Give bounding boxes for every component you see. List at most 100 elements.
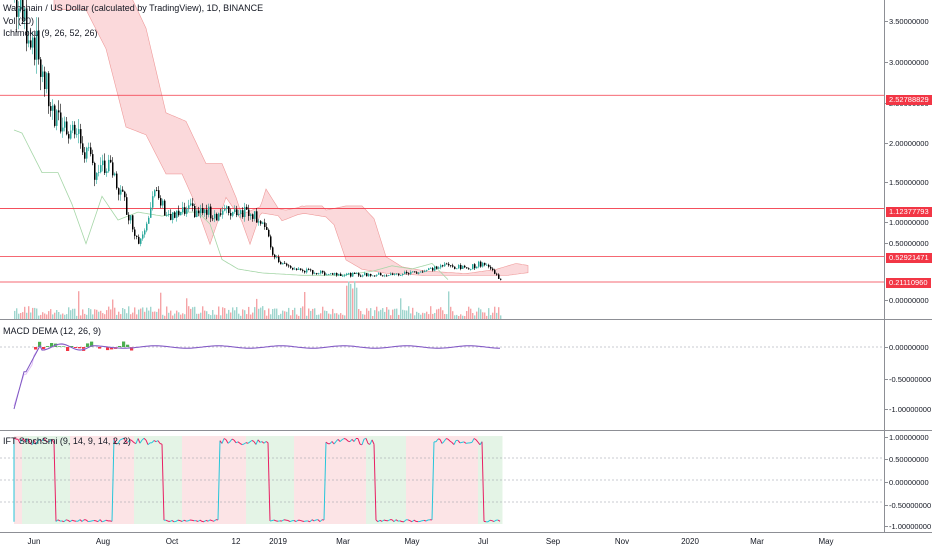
price-plot[interactable]: Wanchain / US Dollar (calculated by Trad…: [0, 0, 884, 319]
volume-bar: [314, 308, 315, 319]
candle-body: [66, 122, 68, 135]
volume-bar: [34, 308, 35, 319]
stoch-axis[interactable]: 1.00000000 0.50000000 0.00000000 -0.5000…: [884, 431, 932, 532]
macd-legend[interactable]: MACD DEMA (12, 26, 9): [3, 326, 101, 337]
candle-body: [120, 190, 122, 195]
volume-bar: [190, 309, 191, 319]
candle-body: [284, 263, 286, 264]
volume-bar: [254, 307, 255, 319]
time-axis[interactable]: Jun Aug Oct 12 2019 Mar May Jul Sep Nov …: [0, 532, 932, 551]
candle-body: [190, 203, 192, 205]
macd-hist-bar: [46, 346, 49, 347]
stoch-line-seg: [470, 442, 472, 443]
volume-bar: [304, 292, 305, 319]
ichimoku-legend[interactable]: Ichimoku (9, 26, 52, 26): [3, 28, 98, 39]
candle-body: [326, 275, 328, 276]
candle-body: [212, 218, 214, 219]
candle-body: [48, 73, 50, 106]
volume-bar: [218, 307, 219, 320]
volume-bar: [48, 311, 49, 319]
candle-body: [338, 274, 340, 276]
volume-bar: [22, 312, 23, 319]
price-axis[interactable]: 3.50000000 3.00000000 2.50000000 2.00000…: [884, 0, 932, 319]
volume-bar: [194, 307, 195, 319]
candle-body: [180, 212, 182, 215]
volume-bar: [408, 306, 409, 319]
volume-bar: [106, 310, 107, 319]
stoch-line-seg: [344, 439, 346, 440]
stoch-line-seg: [260, 442, 262, 443]
volume-bar: [142, 307, 143, 319]
candle-body: [420, 272, 422, 273]
candle-body: [218, 213, 220, 220]
macd-hist-bar: [58, 346, 61, 347]
candle-body: [222, 211, 224, 215]
volume-bar: [392, 310, 393, 319]
candle-body: [256, 211, 258, 222]
volume-bar: [98, 312, 99, 319]
candle-body: [352, 273, 354, 277]
volume-bar: [358, 309, 359, 319]
candle-body: [124, 192, 126, 198]
volume-bar: [292, 310, 293, 319]
stoch-line-seg: [102, 521, 104, 522]
candle-body: [474, 264, 476, 268]
volume-bar: [90, 309, 91, 319]
volume-legend[interactable]: Vol (20): [3, 16, 34, 27]
volume-bar: [284, 311, 285, 319]
candle-body: [466, 267, 468, 268]
volume-bar: [236, 307, 237, 319]
candle-body: [216, 214, 218, 221]
candle-body: [394, 274, 396, 275]
stoch-line-seg: [106, 520, 108, 521]
candle-body: [208, 207, 210, 215]
stoch-line-seg: [446, 439, 448, 440]
macd-pane[interactable]: MACD DEMA (12, 26, 9) 0.00000000 -0.5000…: [0, 320, 932, 430]
candle-body: [164, 201, 166, 216]
volume-bar: [122, 308, 123, 319]
candle-body: [462, 266, 464, 269]
macd-tick: -0.50000000: [889, 375, 931, 384]
price-pane[interactable]: Wanchain / US Dollar (calculated by Trad…: [0, 0, 932, 319]
volume-bar: [438, 309, 439, 319]
price-tick: 1.50000000: [889, 178, 929, 187]
volume-bar: [302, 306, 303, 319]
volume-bar: [312, 309, 313, 319]
volume-bar: [232, 307, 233, 319]
volume-bar: [178, 312, 179, 319]
stoch-tick: 1.00000000: [889, 433, 929, 442]
volume-bar: [404, 310, 405, 319]
volume-bar: [396, 309, 397, 319]
candle-body: [384, 276, 386, 277]
symbol-legend[interactable]: Wanchain / US Dollar (calculated by Trad…: [3, 3, 263, 14]
macd-tick: -1.00000000: [889, 405, 931, 414]
macd-axis[interactable]: 0.00000000 -0.50000000 -1.00000000: [884, 320, 932, 430]
candle-body: [318, 273, 320, 274]
candle-body: [280, 262, 282, 264]
candle-body: [488, 265, 490, 267]
candle-body: [460, 265, 462, 269]
candle-body: [144, 230, 146, 234]
volume-bar: [118, 312, 119, 319]
candle-body: [392, 274, 394, 275]
candle-body: [380, 273, 382, 275]
stoch-plot[interactable]: IFT StochSmi (9, 14, 9, 14, 2, 2): [0, 431, 884, 532]
volume-bar: [468, 307, 469, 319]
volume-bar: [394, 309, 395, 319]
candle-body: [320, 271, 322, 274]
volume-bar: [176, 311, 177, 319]
volume-bar: [146, 308, 147, 319]
volume-bar: [346, 286, 347, 319]
candle-body: [158, 190, 160, 198]
candle-body: [456, 268, 458, 269]
candle-body: [264, 223, 266, 228]
volume-bar: [262, 306, 263, 319]
stoch-pane[interactable]: IFT StochSmi (9, 14, 9, 14, 2, 2) 1.0000…: [0, 431, 932, 532]
macd-hist-bar: [98, 347, 101, 349]
volume-bar: [36, 309, 37, 320]
volume-bar: [224, 308, 225, 319]
volume-bar: [478, 308, 479, 319]
stoch-legend[interactable]: IFT StochSmi (9, 14, 9, 14, 2, 2): [3, 436, 131, 447]
macd-plot[interactable]: MACD DEMA (12, 26, 9): [0, 320, 884, 430]
macd-hist-bar: [66, 347, 69, 351]
